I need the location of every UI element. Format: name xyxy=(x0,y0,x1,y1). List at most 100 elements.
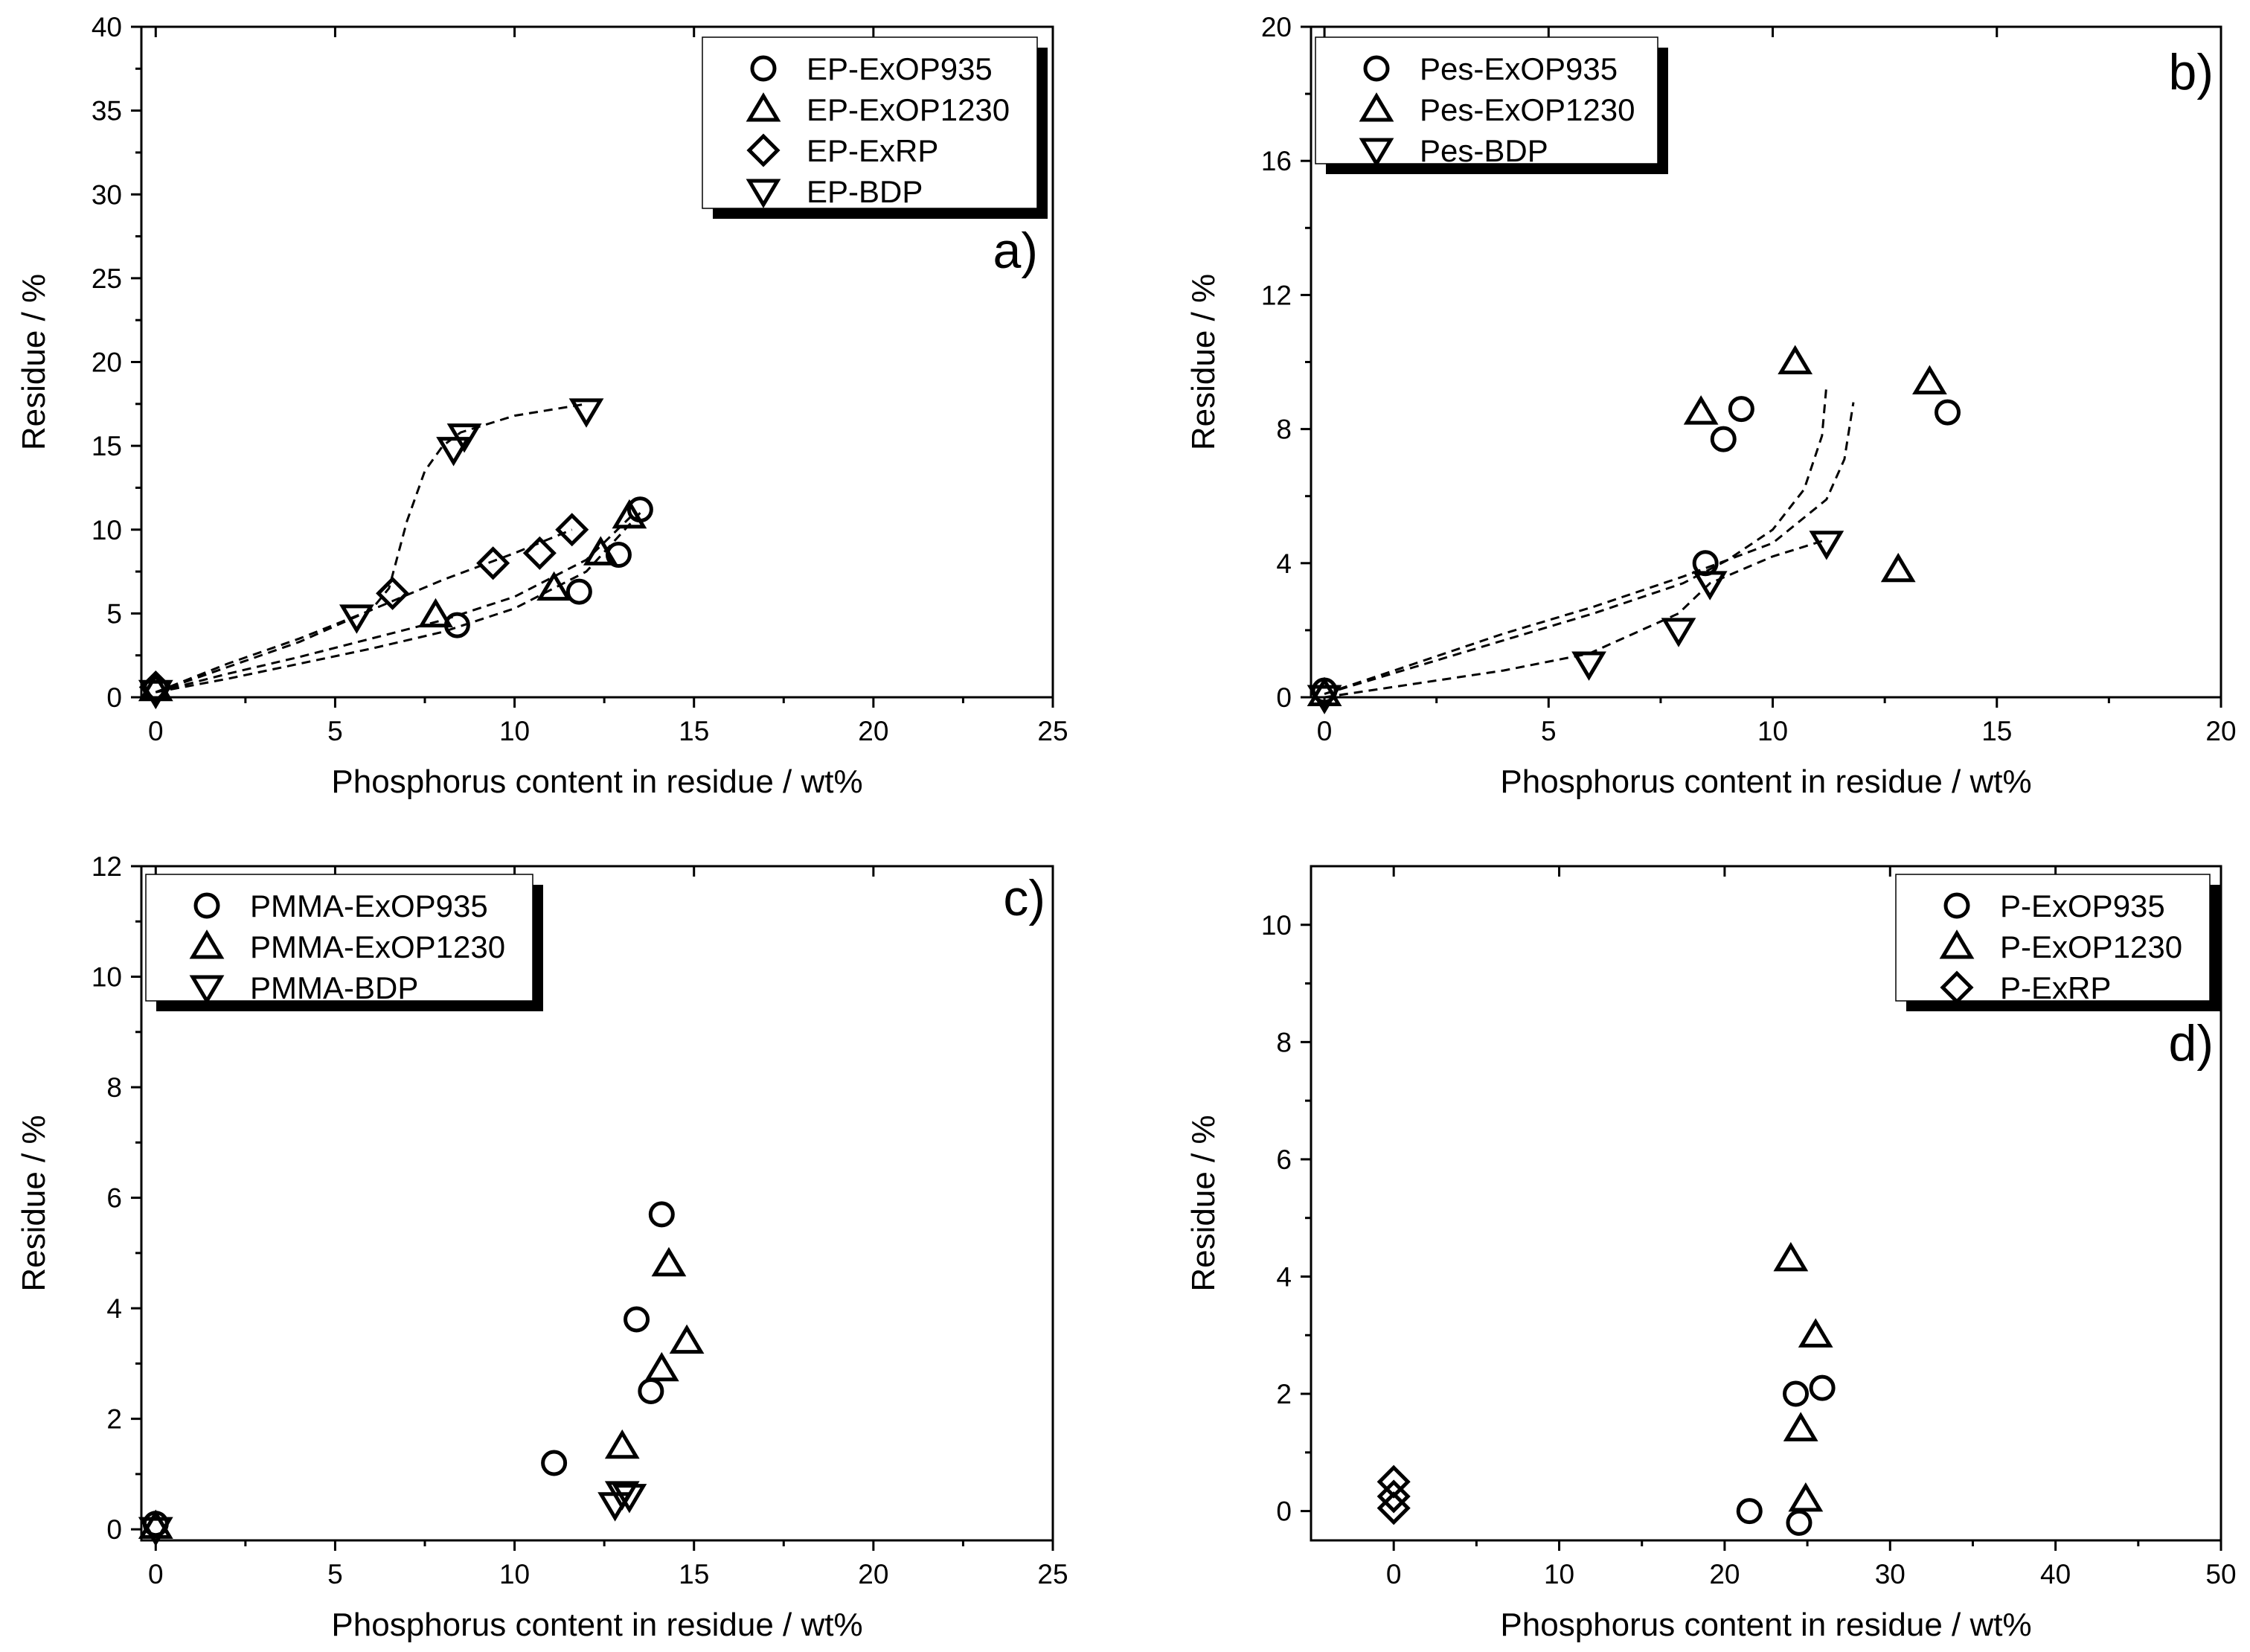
y-tick-label: 15 xyxy=(92,431,122,461)
x-tick-label: 20 xyxy=(858,716,888,746)
fit-curve xyxy=(155,528,573,694)
data-point xyxy=(476,546,510,580)
x-tick-label: 25 xyxy=(1037,1559,1068,1589)
panel-d: 0 10 20 30 40 50 0 2 4 6 8 10 Phosphorus content in … xyxy=(1185,865,2237,1643)
x-axis-title: Phosphorus content in residue / wt% xyxy=(1500,763,2031,800)
legend-label: P-ExRP xyxy=(2000,970,2111,1005)
data-point xyxy=(612,1484,647,1514)
legend-label: EP-ExOP935 xyxy=(807,51,993,86)
panel-b: 0 5 10 15 20 0 4 8 12 16 20 Phosphorus content in r… xyxy=(1185,12,2237,800)
legend-marker xyxy=(193,892,220,919)
y-tick-label: 6 xyxy=(106,1183,122,1214)
data-point xyxy=(644,1351,679,1382)
x-tick-label: 0 xyxy=(148,1559,164,1589)
y-tick-label: 25 xyxy=(92,263,122,294)
data-point xyxy=(605,542,632,569)
legend-marker xyxy=(189,929,225,959)
data-point xyxy=(1710,426,1737,452)
x-tick-label: 0 xyxy=(1386,1559,1402,1589)
x-tick-label: 10 xyxy=(1544,1559,1574,1589)
legend-label: EP-ExRP xyxy=(807,133,938,168)
data-point xyxy=(1912,365,1947,395)
y-tick-label: 10 xyxy=(92,515,122,545)
y-tick-label: 0 xyxy=(1276,1496,1292,1527)
legend-marker xyxy=(1940,970,1974,1005)
data-point xyxy=(1661,618,1696,647)
y-axis-title: Residue / % xyxy=(16,274,52,450)
fit-curve xyxy=(156,512,641,694)
data-point xyxy=(651,1246,687,1277)
data-point xyxy=(1798,1318,1833,1348)
legend-label: Pes-BDP xyxy=(1420,133,1548,168)
y-tick-label: 0 xyxy=(106,1514,122,1545)
legend-label: P-ExOP1230 xyxy=(2000,929,2182,964)
x-tick-label: 10 xyxy=(499,1559,530,1589)
data-point xyxy=(1809,1374,1836,1401)
y-tick-label: 8 xyxy=(1276,414,1292,445)
data-point xyxy=(1692,571,1728,601)
data-point xyxy=(1788,1482,1824,1512)
x-axis-title: Phosphorus content in residue / wt% xyxy=(1500,1607,2031,1643)
legend-label: Pes-ExOP1230 xyxy=(1420,92,1635,127)
x-tick-label: 5 xyxy=(1541,716,1557,746)
data-point xyxy=(376,576,410,610)
x-tick-label: 20 xyxy=(2205,716,2236,746)
legend-label: Pes-ExOP935 xyxy=(1420,51,1618,86)
data-point xyxy=(1571,651,1606,681)
data-point xyxy=(1786,1509,1812,1536)
fit-curve xyxy=(155,403,587,694)
x-tick-label: 10 xyxy=(1757,716,1788,746)
y-tick-label: 4 xyxy=(106,1293,122,1324)
y-tick-label: 5 xyxy=(106,598,122,629)
legend-label: EP-BDP xyxy=(807,174,923,209)
legend-label: PMMA-ExOP935 xyxy=(250,889,488,923)
data-point xyxy=(1728,396,1754,423)
y-axis-title: Residue / % xyxy=(1185,1115,1222,1291)
legend-marker xyxy=(1939,929,1975,959)
y-tick-label: 8 xyxy=(106,1072,122,1103)
fit-curve xyxy=(1324,538,1827,699)
panel-a: 0 5 10 15 20 25 0 5 10 15 20 25 30 35 40 Phosphorus con… xyxy=(16,12,1068,800)
legend-marker xyxy=(746,179,781,208)
y-tick-label: 6 xyxy=(1276,1144,1292,1175)
y-tick-label: 12 xyxy=(92,851,122,882)
data-point xyxy=(1307,685,1342,714)
data-point xyxy=(1880,552,1916,583)
data-point xyxy=(138,679,173,710)
y-tick-label: 4 xyxy=(1276,548,1292,579)
x-tick-label: 10 xyxy=(499,716,530,746)
data-point xyxy=(1783,1380,1810,1407)
legend-marker xyxy=(746,92,781,122)
fit-curve xyxy=(1324,402,1855,695)
y-tick-label: 0 xyxy=(1276,682,1292,713)
y-tick-label: 10 xyxy=(92,962,122,993)
panel-letter: a) xyxy=(993,222,1038,279)
data-point xyxy=(418,598,453,628)
y-tick-label: 8 xyxy=(1276,1027,1292,1057)
data-point xyxy=(565,578,592,605)
legend-marker xyxy=(1363,55,1390,82)
data-point xyxy=(1692,550,1719,577)
x-axis-title: Phosphorus content in residue / wt% xyxy=(331,1607,862,1643)
plot-frame xyxy=(1310,865,2222,1542)
legend-marker xyxy=(1359,92,1394,122)
legend-marker xyxy=(189,975,225,1005)
x-tick-label: 20 xyxy=(858,1559,888,1589)
data-point xyxy=(1778,345,1813,374)
y-tick-label: 2 xyxy=(1276,1379,1292,1409)
x-tick-label: 0 xyxy=(1317,716,1333,746)
x-tick-label: 20 xyxy=(1709,1559,1740,1589)
legend-label: P-ExOP935 xyxy=(2000,889,2165,923)
data-point xyxy=(541,1450,568,1476)
data-point xyxy=(624,1306,650,1333)
y-tick-label: 2 xyxy=(106,1404,122,1435)
panel-c: 0 5 10 15 20 25 0 2 4 6 8 10 12 Phosphorus content in… xyxy=(16,851,1068,1643)
legend-marker xyxy=(1359,138,1394,167)
data-point xyxy=(536,571,572,601)
panel-letter: b) xyxy=(2169,44,2214,100)
x-tick-label: 25 xyxy=(1037,716,1068,746)
y-axis-title: Residue / % xyxy=(16,1115,52,1291)
data-point xyxy=(1376,1479,1411,1514)
y-tick-label: 30 xyxy=(92,179,122,210)
data-point xyxy=(1736,1498,1763,1525)
